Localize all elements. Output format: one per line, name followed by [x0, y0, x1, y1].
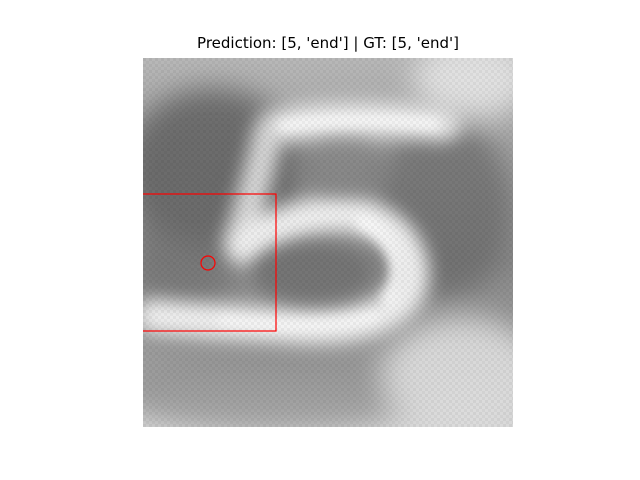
- digit-image-panel: [143, 58, 513, 427]
- digit-image: [143, 58, 513, 427]
- prediction-marker: [200, 255, 216, 271]
- figure-title: Prediction: [5, 'end'] | GT: [5, 'end']: [197, 34, 459, 52]
- attention-box: [143, 193, 277, 332]
